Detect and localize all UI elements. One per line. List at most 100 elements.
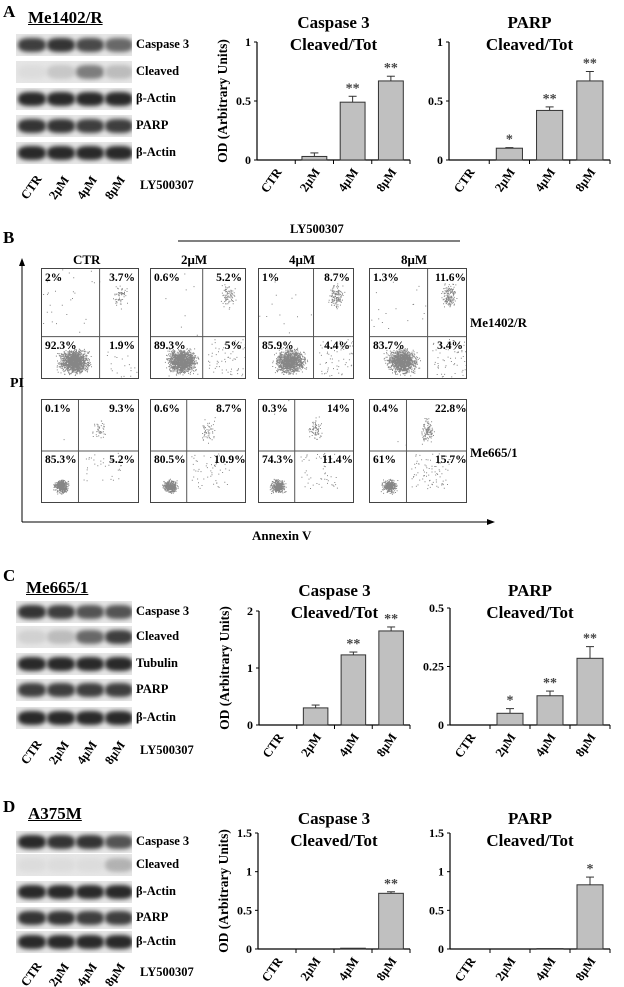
flow-scatter-plot bbox=[369, 268, 467, 379]
blot-band-row bbox=[16, 881, 132, 903]
blot-row-label: PARP bbox=[136, 118, 169, 132]
flow-events bbox=[162, 417, 230, 494]
quadrant-upper-right-percent: 22.8% bbox=[435, 403, 467, 415]
treatment-label: LY500307 bbox=[140, 743, 194, 757]
flow-scatter-plot bbox=[150, 399, 246, 503]
blot-row-label: β-Actin bbox=[136, 934, 176, 948]
band bbox=[18, 911, 47, 925]
quadrant-upper-right-percent: 11.6% bbox=[435, 272, 466, 284]
quadrant-upper-left-percent: 0.6% bbox=[154, 272, 180, 284]
chart-title: Cleaved/Tot bbox=[290, 831, 378, 850]
flow-scatter-plot bbox=[41, 268, 139, 379]
band bbox=[76, 885, 105, 899]
treatment-label: LY500307 bbox=[140, 178, 194, 192]
band bbox=[105, 92, 132, 106]
blot-band-row bbox=[16, 931, 132, 953]
chart-title: PARP bbox=[507, 809, 553, 828]
treatment-label: LY500307 bbox=[140, 965, 194, 979]
blot-row-label: Caspase 3 bbox=[136, 37, 190, 51]
quadrant-lower-right-percent: 15.7% bbox=[435, 454, 467, 466]
band bbox=[105, 65, 132, 79]
band bbox=[76, 92, 105, 106]
band bbox=[47, 683, 76, 697]
flow-scatter-plot bbox=[369, 399, 467, 503]
quadrant-upper-right-percent: 14% bbox=[327, 403, 350, 415]
band bbox=[47, 835, 76, 849]
panel-label-b: B bbox=[3, 228, 15, 247]
band bbox=[47, 858, 76, 872]
chart-title: Cleaved/Tot bbox=[485, 35, 574, 54]
band bbox=[18, 835, 47, 849]
blot-band-row bbox=[16, 142, 132, 164]
blot-cell-line: A375M bbox=[28, 804, 82, 823]
band bbox=[47, 92, 76, 106]
quadrant-upper-right-percent: 5.2% bbox=[216, 272, 242, 284]
quadrant-lower-left-percent: 85.3% bbox=[45, 454, 77, 466]
chart-title: Caspase 3 bbox=[297, 809, 371, 828]
quadrant-upper-left-percent: 0.6% bbox=[154, 403, 180, 415]
blot-band-row bbox=[16, 34, 132, 56]
flow-treatment-label: LY500307 bbox=[290, 222, 344, 236]
band bbox=[18, 935, 47, 949]
blot-row-label: Caspase 3 bbox=[136, 604, 190, 618]
band bbox=[47, 38, 76, 52]
band bbox=[18, 683, 47, 697]
blot-row-label: Cleaved bbox=[136, 629, 180, 643]
quadrant-lower-right-percent: 5% bbox=[224, 339, 242, 352]
band bbox=[47, 911, 76, 925]
band bbox=[47, 885, 76, 899]
flow-events bbox=[164, 273, 245, 377]
blot-band-row bbox=[16, 707, 132, 729]
quadrant-lower-right-percent: 3.4% bbox=[437, 339, 463, 352]
blot-band-row bbox=[16, 679, 132, 701]
band bbox=[105, 683, 132, 697]
blot-row-label: β-Actin bbox=[136, 91, 176, 105]
band bbox=[18, 146, 47, 160]
blot-row-label: Tubulin bbox=[136, 656, 178, 670]
panel-label-d: D bbox=[3, 797, 16, 816]
blot-band-row bbox=[16, 854, 132, 876]
blot-row-label: PARP bbox=[136, 682, 169, 696]
band bbox=[76, 657, 105, 671]
quadrant-lower-right-percent: 11.4% bbox=[322, 454, 353, 466]
blot-row-label: Cleaved bbox=[136, 857, 180, 871]
chart-title: Caspase 3 bbox=[298, 581, 371, 600]
band bbox=[76, 911, 105, 925]
quadrant-lower-right-percent: 5.2% bbox=[109, 454, 135, 466]
band bbox=[105, 835, 132, 849]
band bbox=[105, 657, 132, 671]
quadrant-upper-left-percent: 1.3% bbox=[373, 272, 399, 284]
band bbox=[76, 683, 105, 697]
blot-cell-line: Me665/1 bbox=[26, 578, 89, 597]
chart-title: Cleaved/Tot bbox=[486, 603, 574, 622]
blot-row-label: β-Actin bbox=[136, 884, 176, 898]
band bbox=[76, 119, 105, 133]
band bbox=[47, 605, 76, 619]
blot-band-row bbox=[16, 115, 132, 137]
flow-scatter-plot bbox=[41, 399, 139, 503]
flow-events bbox=[380, 418, 451, 495]
flow-column-label: 8μM bbox=[401, 252, 428, 267]
band bbox=[47, 711, 76, 725]
flow-scatter-plot bbox=[150, 268, 246, 379]
quadrant-lower-left-percent: 83.7% bbox=[373, 339, 405, 352]
flow-scatter-plot bbox=[258, 399, 354, 503]
band bbox=[47, 630, 76, 644]
quadrant-lower-right-percent: 10.9% bbox=[214, 454, 246, 466]
flow-events bbox=[371, 280, 466, 378]
band bbox=[18, 119, 47, 133]
quadrant-upper-right-percent: 3.7% bbox=[109, 272, 135, 284]
band bbox=[18, 858, 47, 872]
quadrant-lower-right-percent: 1.9% bbox=[109, 339, 135, 352]
band bbox=[105, 885, 132, 899]
band bbox=[47, 146, 76, 160]
blot-band-row bbox=[16, 61, 132, 83]
blot-band-row bbox=[16, 626, 132, 648]
flow-row-label: Me665/1 bbox=[470, 445, 518, 460]
blot-row-label: β-Actin bbox=[136, 145, 176, 159]
chart-title: Cleaved/Tot bbox=[290, 603, 379, 622]
chart-title: Cleaved/Tot bbox=[289, 35, 378, 54]
flow-column-label: 2μM bbox=[181, 252, 208, 267]
band bbox=[76, 146, 105, 160]
